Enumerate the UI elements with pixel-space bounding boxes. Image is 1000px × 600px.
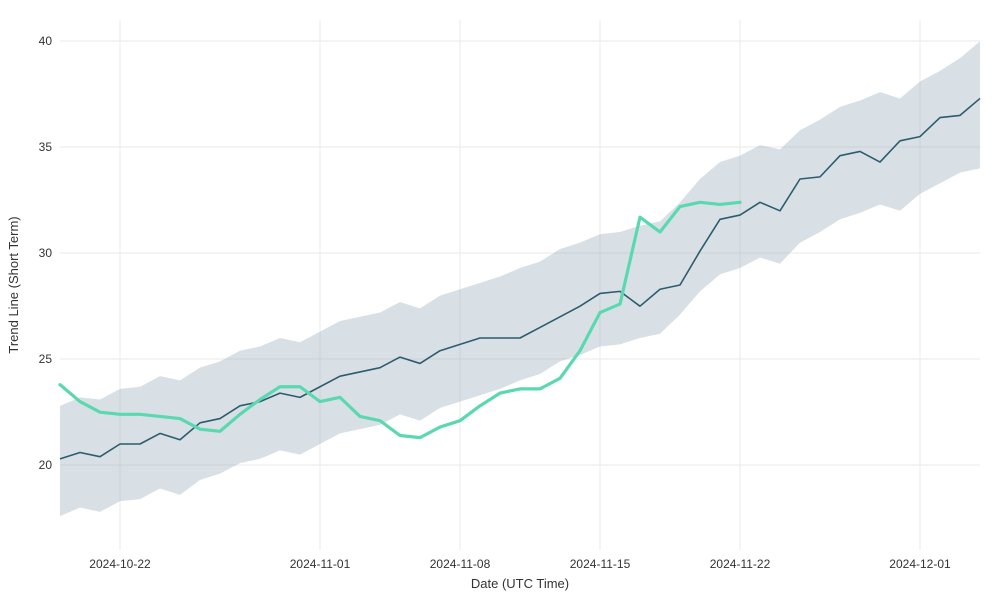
x-tick-label: 2024-11-22 — [710, 557, 771, 571]
chart-svg: 20 25 30 35 40 2024-10-22 2024-11-01 2024-11-08… — [0, 0, 1000, 600]
trend-chart: 20 25 30 35 40 2024-10-22 2024-11-01 2024-11-08… — [0, 0, 1000, 600]
x-tick-label: 2024-11-08 — [430, 557, 491, 571]
x-tick-label: 2024-12-01 — [889, 557, 951, 571]
x-tick-label: 2024-10-22 — [89, 557, 151, 571]
y-axis-label: Trend Line (Short Term) — [6, 216, 21, 353]
x-tick-label: 2024-11-01 — [290, 557, 351, 571]
y-tick-label: 40 — [39, 34, 53, 48]
y-tick-label: 30 — [39, 246, 53, 260]
y-tick-label: 20 — [39, 458, 53, 472]
x-tick-label: 2024-11-15 — [570, 557, 631, 571]
x-axis-label: Date (UTC Time) — [471, 576, 569, 591]
y-tick-label: 35 — [39, 140, 53, 154]
confidence-band — [60, 41, 980, 516]
y-tick-label: 25 — [39, 352, 53, 366]
